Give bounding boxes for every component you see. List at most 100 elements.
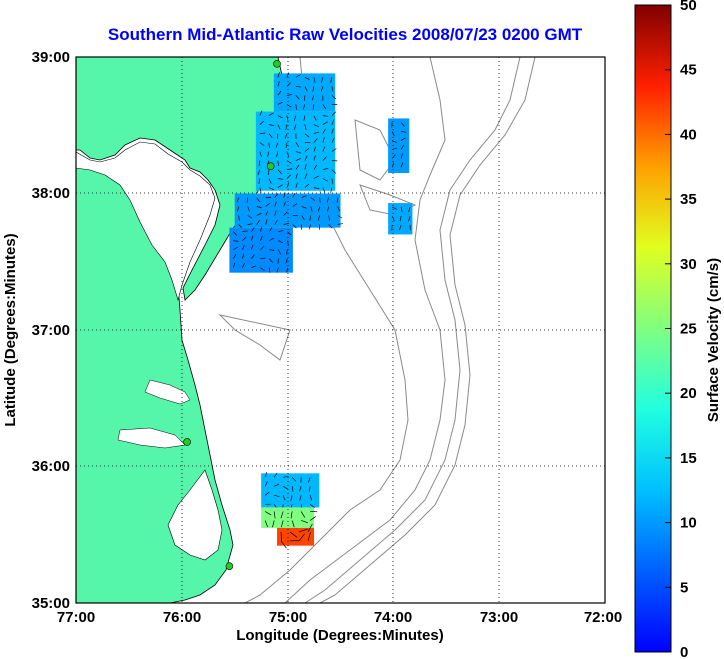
velocity-vector xyxy=(400,153,403,159)
velocity-vector xyxy=(300,511,306,518)
velocity-vector xyxy=(322,128,326,134)
velocity-vector xyxy=(274,483,280,487)
velocity-vector xyxy=(292,224,297,229)
velocity-vector xyxy=(257,169,261,175)
velocity-vector xyxy=(258,178,261,185)
velocity-vector xyxy=(286,104,292,108)
velocity-vector xyxy=(309,504,315,508)
velocity-vector xyxy=(242,253,245,259)
velocity-vector xyxy=(304,183,310,188)
velocity-vector xyxy=(265,203,270,207)
colorbar-tick-label: 20 xyxy=(680,385,697,402)
velocity-vector xyxy=(269,258,273,263)
velocity-vector xyxy=(328,215,330,221)
velocity-vector xyxy=(265,210,269,216)
velocity-vector xyxy=(291,486,294,492)
velocity-vector xyxy=(277,184,283,188)
velocity-vector xyxy=(264,520,268,528)
velocity-vector xyxy=(268,133,273,138)
velocity-vector xyxy=(256,213,262,216)
velocity-vector xyxy=(282,486,288,490)
velocity-vector xyxy=(268,124,275,126)
velocity-vector xyxy=(331,148,337,152)
velocity-vector xyxy=(331,111,336,116)
velocity-vector xyxy=(287,231,292,236)
velocity-vector xyxy=(251,235,254,241)
velocity-vector xyxy=(264,481,268,487)
x-tick-label: 72:00 xyxy=(584,609,622,626)
velocity-vector xyxy=(320,86,324,92)
colorbar-ticks: 0 5 10 15 20 25 30 35 40 45 50 xyxy=(665,0,697,659)
x-axis-label: Longitude (Degrees:Minutes) xyxy=(236,627,444,644)
velocity-vector xyxy=(247,215,253,219)
velocity-vector xyxy=(285,142,288,149)
velocity-vector xyxy=(310,206,313,212)
velocity-vector xyxy=(391,215,395,222)
velocity-vector xyxy=(286,249,288,255)
map-title: Southern Mid-Atlantic Raw Velocities 200… xyxy=(108,25,583,44)
velocity-vector xyxy=(400,137,406,141)
velocity-vector xyxy=(269,227,273,232)
x-tick-label: 73:00 xyxy=(480,609,518,626)
velocity-vector xyxy=(322,137,325,143)
velocity-vector xyxy=(322,178,328,182)
velocity-vector xyxy=(295,104,297,110)
velocity-vector xyxy=(242,230,248,232)
velocity-vector xyxy=(330,187,333,193)
velocity-vector xyxy=(273,472,278,478)
velocity-vector xyxy=(251,254,255,259)
velocity-vector xyxy=(260,235,263,241)
velocity-vector xyxy=(256,197,260,202)
velocity-vector xyxy=(275,142,279,148)
velocity-vector xyxy=(408,215,411,222)
velocity-vector xyxy=(401,131,407,133)
velocity-vector xyxy=(277,178,284,180)
velocity-vector xyxy=(302,104,306,110)
velocity-vector xyxy=(277,72,280,78)
velocity-vector xyxy=(400,206,403,213)
velocity-vector xyxy=(277,169,282,174)
velocity-vector xyxy=(264,511,272,516)
velocity-vector xyxy=(331,128,334,134)
velocity-vector xyxy=(295,142,300,148)
velocity-vector xyxy=(295,95,300,100)
velocity-vector xyxy=(331,178,334,185)
velocity-vector xyxy=(295,86,302,88)
velocity-vector xyxy=(304,164,307,170)
velocity-vector xyxy=(280,540,287,549)
velocity-vector xyxy=(285,124,288,130)
velocity-vector xyxy=(330,77,333,83)
velocity-vector xyxy=(233,246,238,250)
y-tick-label: 35:00 xyxy=(32,595,70,612)
velocity-vector xyxy=(256,220,260,225)
velocity-vector xyxy=(276,151,279,157)
velocity-vector xyxy=(313,175,319,179)
velocity-region xyxy=(261,507,315,528)
velocity-vector xyxy=(322,146,326,152)
velocity-vector xyxy=(321,77,324,83)
colorbar-label: Surface Velocity (cm/s) xyxy=(705,258,722,422)
velocity-vector xyxy=(308,486,311,492)
velocity-vector xyxy=(337,223,343,225)
velocity-vector xyxy=(337,215,343,219)
velocity-vector xyxy=(293,124,297,130)
velocity-vector xyxy=(295,164,300,170)
colorbar-tick-label: 30 xyxy=(680,256,697,273)
velocity-vector xyxy=(268,178,272,184)
velocity-vector xyxy=(295,158,301,161)
sound-water xyxy=(167,469,223,561)
velocity-region xyxy=(229,227,293,273)
velocity-vector xyxy=(260,267,265,271)
velocity-vector xyxy=(292,203,298,207)
velocity-vector xyxy=(304,86,308,92)
velocity-vector xyxy=(289,531,298,538)
velocity-vector xyxy=(242,262,246,268)
velocity-vector xyxy=(317,215,321,221)
velocity-vector xyxy=(331,119,335,125)
velocity-vector xyxy=(237,206,240,212)
velocity-vector xyxy=(233,262,236,268)
velocity-vector xyxy=(304,77,310,80)
velocity-vector xyxy=(292,192,296,198)
velocity-vector xyxy=(283,201,286,207)
